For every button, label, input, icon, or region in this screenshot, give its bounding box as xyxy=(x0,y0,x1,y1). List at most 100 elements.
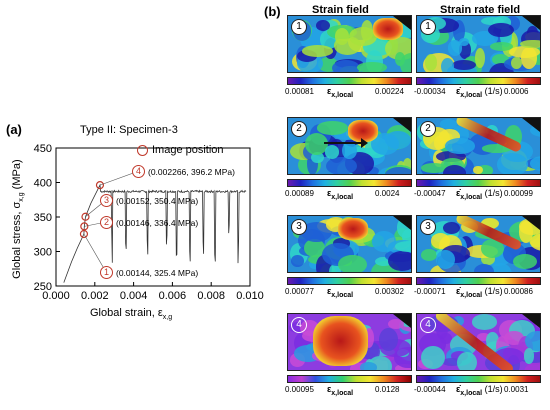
annotation-1-text: (0.00144, 325.4 MPa) xyxy=(116,268,199,278)
colorbar-symbol-sub: x,local xyxy=(331,193,354,201)
column-title-strain: Strain field xyxy=(312,4,369,16)
x-tick-label: 0.010 xyxy=(236,290,264,302)
colorbar-symbol: ε̇ xyxy=(456,286,461,296)
field-blob xyxy=(315,20,330,32)
field-blob xyxy=(473,165,484,174)
arrow-head-icon xyxy=(361,138,368,148)
field-blob xyxy=(401,228,411,244)
y-tick-label: 300 xyxy=(34,247,52,259)
field-blob xyxy=(471,314,498,330)
row-number-circle: 4 xyxy=(291,317,307,333)
colorbar-symbol-sub: x,local xyxy=(460,91,483,99)
specimen-corner xyxy=(522,118,540,132)
strain-colorbar xyxy=(287,77,412,85)
row-number-circle: 1 xyxy=(291,19,307,35)
field-blob xyxy=(486,331,500,349)
high-strain-region xyxy=(338,218,368,240)
colorbar-quantity-label: ε̇x,local (1/s) xyxy=(456,86,503,99)
field-blob xyxy=(509,46,540,59)
y-tick-label: 250 xyxy=(34,281,52,293)
colorbar-unit: (1/s) xyxy=(482,86,503,96)
field-blob xyxy=(374,256,393,267)
x-axis-label: Global strain, εx,g xyxy=(90,307,172,321)
field-blob xyxy=(489,41,513,51)
annotation-4-marker: 4 xyxy=(132,165,145,178)
strain-field-image: 2 xyxy=(287,117,412,175)
field-blob xyxy=(308,260,320,270)
field-blob xyxy=(480,218,499,230)
field-blob xyxy=(290,255,305,267)
colorbar-symbol: ε xyxy=(327,286,332,296)
field-blob xyxy=(452,59,476,71)
field-blob xyxy=(441,58,454,72)
field-blob xyxy=(334,28,350,45)
field-blob xyxy=(384,167,411,174)
specimen-corner xyxy=(393,314,411,328)
annotation-leader-line xyxy=(99,171,137,186)
y-axis-label-text: Global stress, σ xyxy=(10,201,23,279)
colorbar-symbol-sub: x,local xyxy=(331,291,354,299)
colorbar-unit: (1/s) xyxy=(482,286,503,296)
colorbar-quantity-label: εx,local xyxy=(327,86,353,99)
colorbar-quantity-label: ε̇x,local (1/s) xyxy=(456,286,503,299)
field-blob xyxy=(441,358,463,367)
stress-strain-chart: 250 300 350 400 450 0.000 0.002 0.004 0.006 0.008… xyxy=(34,143,264,302)
colorbar-unit: (1/s) xyxy=(482,188,503,198)
strain-field-image: 3 xyxy=(287,215,412,273)
field-blob xyxy=(400,53,411,72)
field-blob xyxy=(424,53,438,71)
strain-rate-colorbar xyxy=(416,179,541,187)
strain-rate-colorbar xyxy=(416,277,541,285)
colorbar-min-label: 0.00089 xyxy=(285,189,314,198)
colorbar-quantity-label: εx,local xyxy=(327,384,353,397)
field-blob xyxy=(331,59,361,72)
field-blob xyxy=(477,333,490,342)
strain-colorbar xyxy=(287,179,412,187)
legend-label: Image position xyxy=(152,144,224,156)
panel-b-label: (b) xyxy=(264,4,281,19)
annotation-2-text: (0.00146, 336.4 MPa) xyxy=(116,218,199,228)
annotation-1-marker: 1 xyxy=(100,266,113,279)
field-blob xyxy=(457,352,477,370)
colorbar-max-label: 0.0024 xyxy=(375,189,400,198)
colorbar-max-label: 0.0031 xyxy=(504,385,529,394)
field-blob xyxy=(379,327,398,351)
strain-rate-field-image: 4 xyxy=(416,313,541,371)
column-title-strain-rate: Strain rate field xyxy=(440,4,521,16)
field-blob xyxy=(356,61,388,72)
colorbar-symbol-sub: x,local xyxy=(460,193,483,201)
field-blob xyxy=(435,150,467,163)
image-position-point-3 xyxy=(81,212,90,221)
colorbar-symbol-sub: x,local xyxy=(460,291,483,299)
strain-rate-colorbar xyxy=(416,375,541,383)
row-number-circle: 3 xyxy=(420,219,436,235)
colorbar-max-label: 0.00086 xyxy=(504,287,533,296)
colorbar-quantity-label: ε̇x,local (1/s) xyxy=(456,384,503,397)
field-blob xyxy=(394,52,406,67)
field-blob xyxy=(445,138,475,154)
specimen-corner xyxy=(522,216,540,230)
field-blob xyxy=(477,165,494,174)
specimen-corner xyxy=(522,16,540,30)
colorbar-min-label: -0.00071 xyxy=(414,287,446,296)
colorbar-symbol-sub: x,local xyxy=(331,389,354,397)
annotation-3-text: (0.00152, 350.4 MPa) xyxy=(116,196,199,206)
high-strain-region xyxy=(348,120,378,142)
y-axis-label: Global stress, σx,g (MPa) xyxy=(11,139,25,299)
field-blob xyxy=(388,251,411,272)
field-blob xyxy=(458,37,470,46)
colorbar-min-label: 0.00077 xyxy=(285,287,314,296)
colorbar-min-label: -0.00047 xyxy=(414,189,446,198)
field-blob xyxy=(513,254,537,270)
stress-strain-curve xyxy=(63,183,247,283)
annotation-leader-line xyxy=(83,233,107,273)
row-number-circle: 3 xyxy=(291,219,307,235)
colorbar-symbol: ε̇ xyxy=(456,384,461,394)
row-number-circle: 2 xyxy=(420,121,436,137)
x-axis-label-sub: x,g xyxy=(162,314,173,322)
specimen-corner xyxy=(393,216,411,230)
field-blob xyxy=(301,45,333,57)
colorbar-min-label: -0.00034 xyxy=(414,87,446,96)
field-blob xyxy=(435,249,455,269)
image-position-point-2 xyxy=(80,222,89,231)
